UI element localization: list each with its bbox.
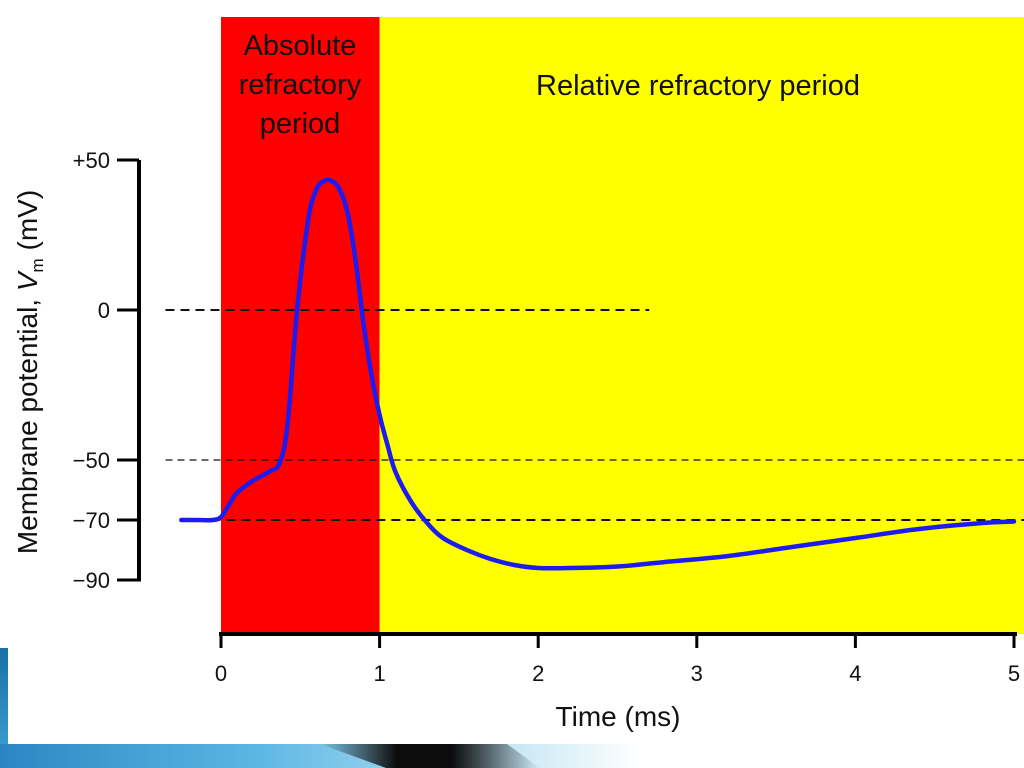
x-tick-label-1: 1 [373, 661, 385, 686]
y-tick-label-4: −90 [73, 568, 110, 593]
y-axis-title-unit: (mV) [12, 190, 43, 258]
region-label-0-line-2: period [260, 108, 341, 140]
y-tick-label-1: 0 [98, 298, 110, 323]
x-tick-label-0: 0 [215, 661, 227, 686]
y-axis-title-subscript: m [28, 258, 47, 272]
tick-labels: +50 0 −50 −70 −90 0 1 2 3 4 5 [73, 148, 1020, 686]
axes [137, 160, 1017, 636]
y-axis-title: Membrane potential, Vm (mV) [12, 190, 47, 554]
y-tick-label-2: −50 [73, 448, 110, 473]
x-axis-title: Time (ms) [556, 701, 681, 732]
membrane-potential-line [179, 177, 1017, 571]
region-label-0-line-1: refractory [239, 69, 362, 101]
x-tick-label-2: 2 [532, 661, 544, 686]
axis-titles: Time (ms) Membrane potential, Vm (mV) [12, 190, 680, 732]
y-tick-label-3: −70 [73, 508, 110, 533]
x-tick-label-3: 3 [691, 661, 703, 686]
x-tick-label-5: 5 [1008, 661, 1020, 686]
region-relative-refractory [379, 17, 1024, 634]
slide-decoration-bottom-bar [0, 744, 640, 768]
x-tick-label-4: 4 [849, 661, 861, 686]
reference-lines [165, 309, 1024, 521]
region-label-1-line-0: Relative refractory period [536, 70, 860, 102]
series-layer [179, 177, 1017, 571]
region-label-0-line-0: Absolute [244, 30, 357, 62]
y-axis-title-symbol: V [12, 270, 43, 291]
region-absolute-refractory [221, 17, 380, 634]
slide-decoration-left-bar [0, 648, 8, 768]
y-tick-label-0: +50 [73, 148, 110, 173]
y-axis-title-text: Membrane potential, [12, 291, 43, 554]
refractory-regions: Absolute refractory period Relative refract… [221, 17, 1024, 634]
